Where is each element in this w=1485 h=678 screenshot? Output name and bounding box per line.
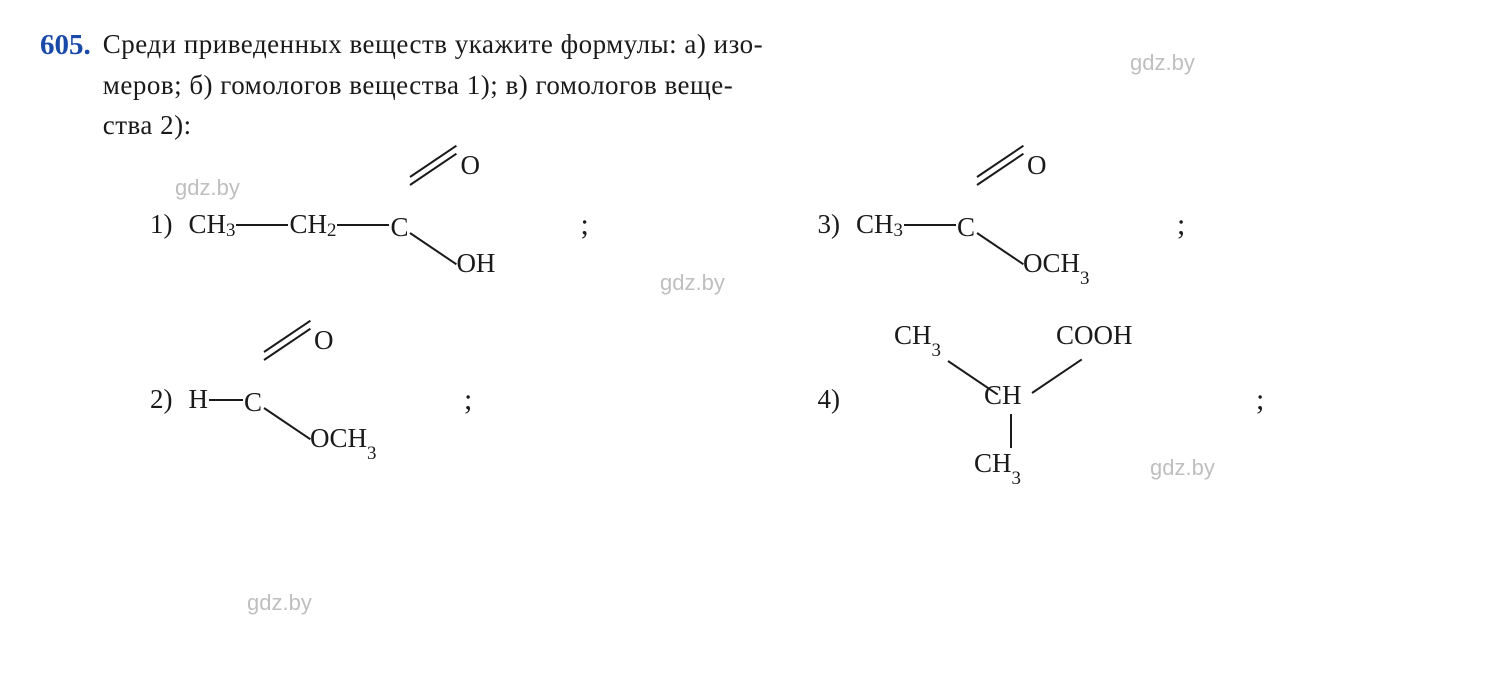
carbon: C [390,212,408,243]
sub-3: 3 [367,443,376,464]
ch3-bottom: CH3 [974,448,1021,484]
semicolon: ; [580,208,588,242]
text-ch: CH [894,320,932,350]
text-och: OCH [1023,248,1080,278]
formulas-grid: 1) CH3 CH2 C O OH ; 3) CH3 [40,170,1445,480]
ester-group: C O OCH3 [957,170,1137,280]
ch3-top-left: CH3 [894,320,941,356]
formula-1: 1) CH3 CH2 C O OH ; [150,170,778,280]
bond [209,399,243,401]
bond [904,224,956,226]
bond-vertical [1010,414,1012,448]
carbon: C [244,387,262,418]
sub-3: 3 [1080,268,1089,289]
formula-2: 2) H C O OCH3 ; [150,320,778,480]
single-bond [976,232,1024,265]
single-bond [410,232,458,265]
ch3-group: CH3 [856,209,903,240]
oxygen-top: O [460,150,480,181]
question-text: Среди приведенных веществ укажите формул… [103,24,763,146]
och3: OCH3 [310,423,376,459]
watermark: gdz.by [247,590,312,616]
formula-2-index: 2) [150,384,173,415]
text-ch: CH [189,209,227,240]
question-line1: Среди приведенных веществ укажите формул… [103,29,763,59]
double-bond [410,176,470,216]
sub-3: 3 [894,220,903,242]
double-bond [264,351,324,391]
formula-3-index: 3) [818,209,841,240]
question-line2: меров; б) гомологов вещества 1); в) гомо… [103,70,734,100]
text-ch: CH [974,448,1012,478]
ch3-group: CH3 [189,209,236,240]
question-line3: ства 2): [103,110,192,140]
och3: OCH3 [1023,248,1089,284]
single-bond [263,407,311,440]
ch-center: CH [984,380,1022,411]
formula-3-structure: CH3 C O OCH3 [856,170,1137,280]
ch2-group: CH2 [289,209,336,240]
bond-diag-right [1031,358,1082,393]
formula-1-structure: CH3 CH2 C O OH [189,170,541,280]
ester-group: C O OCH3 [244,345,424,455]
sub-3: 3 [1012,468,1021,489]
formula-2-structure: H C O OCH3 [189,345,425,455]
semicolon: ; [1177,208,1185,242]
double-bond [977,176,1037,216]
bond [236,224,288,226]
sub-3: 3 [932,340,941,361]
text-ch: CH [289,209,327,240]
sub-2: 2 [327,220,336,242]
h-atom: H [189,384,209,415]
carbon: C [957,212,975,243]
formula-1-index: 1) [150,209,173,240]
formula-4-structure: CH3 COOH CH CH3 [856,320,1216,480]
oxygen-top: O [314,325,334,356]
sub-3: 3 [226,220,235,242]
text-ch: CH [856,209,894,240]
bond [337,224,389,226]
text-och: OCH [310,423,367,453]
question-block: 605. Среди приведенных веществ укажите ф… [40,24,1445,146]
formula-3: 3) CH3 C O OCH3 ; [818,170,1446,280]
oxygen-top: O [1027,150,1047,181]
formula-4-index: 4) [818,384,841,415]
cooh-top-right: COOH [1056,320,1133,351]
hydroxyl: OH [456,248,495,279]
semicolon: ; [1256,383,1264,417]
question-number: 605. [40,24,91,68]
carboxyl-group: C O OH [390,170,540,280]
semicolon: ; [464,383,472,417]
formula-4: 4) CH3 COOH CH CH3 ; [818,320,1446,480]
